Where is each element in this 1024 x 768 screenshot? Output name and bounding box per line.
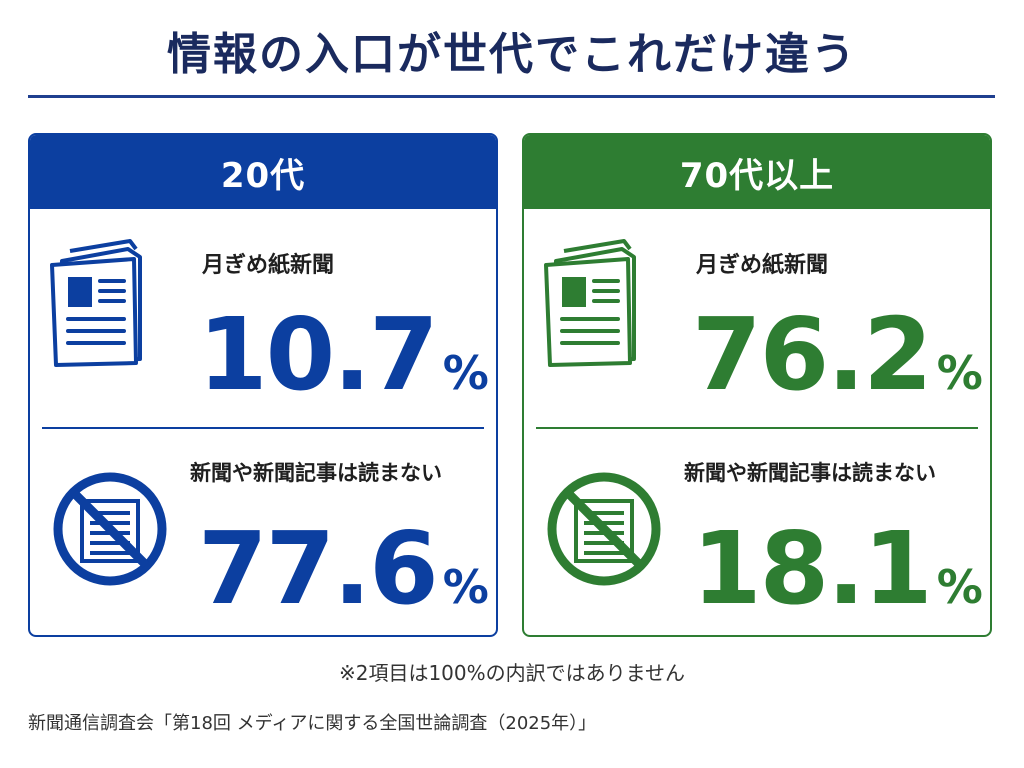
stat-value: 10.7% — [198, 296, 489, 413]
page-title: 情報の入口が世代でこれだけ違う — [167, 29, 857, 80]
no-newspaper-icon — [542, 467, 666, 595]
no-newspaper-icon — [48, 467, 172, 595]
source-citation: 新聞通信調査会「第18回 メディアに関する全国世論調査（2025年）」 — [28, 713, 597, 734]
stat-label: 新聞や新聞記事は読まない — [684, 461, 936, 485]
stat-value: 76.2% — [692, 296, 983, 413]
stat-label: 月ぎめ紙新聞 — [696, 253, 829, 278]
section-divider — [42, 427, 484, 429]
card-header: 20代 — [30, 135, 496, 209]
card-20s: 20代 月ぎめ紙新聞 10.7% — [28, 133, 498, 637]
newspaper-icon — [48, 239, 156, 375]
stat-label: 月ぎめ紙新聞 — [202, 253, 335, 278]
card-header: 70代以上 — [524, 135, 990, 209]
footnote: ※2項目は100%の内訳ではありません — [338, 661, 686, 685]
newspaper-icon — [542, 239, 650, 375]
card-70s-plus: 70代以上 月ぎめ紙新聞 76.2% — [522, 133, 992, 637]
stat-value: 77.6% — [198, 510, 489, 627]
stat-value: 18.1% — [692, 510, 983, 627]
stat-paper-subscription: 月ぎめ紙新聞 10.7% — [30, 209, 496, 427]
stat-paper-subscription: 月ぎめ紙新聞 76.2% — [524, 209, 990, 427]
title-divider — [28, 95, 995, 98]
stat-not-reading: 新聞や新聞記事は読まない 77.6% — [30, 429, 496, 635]
stat-label: 新聞や新聞記事は読まない — [190, 461, 442, 485]
stat-not-reading: 新聞や新聞記事は読まない 18.1% — [524, 429, 990, 635]
section-divider — [536, 427, 978, 429]
